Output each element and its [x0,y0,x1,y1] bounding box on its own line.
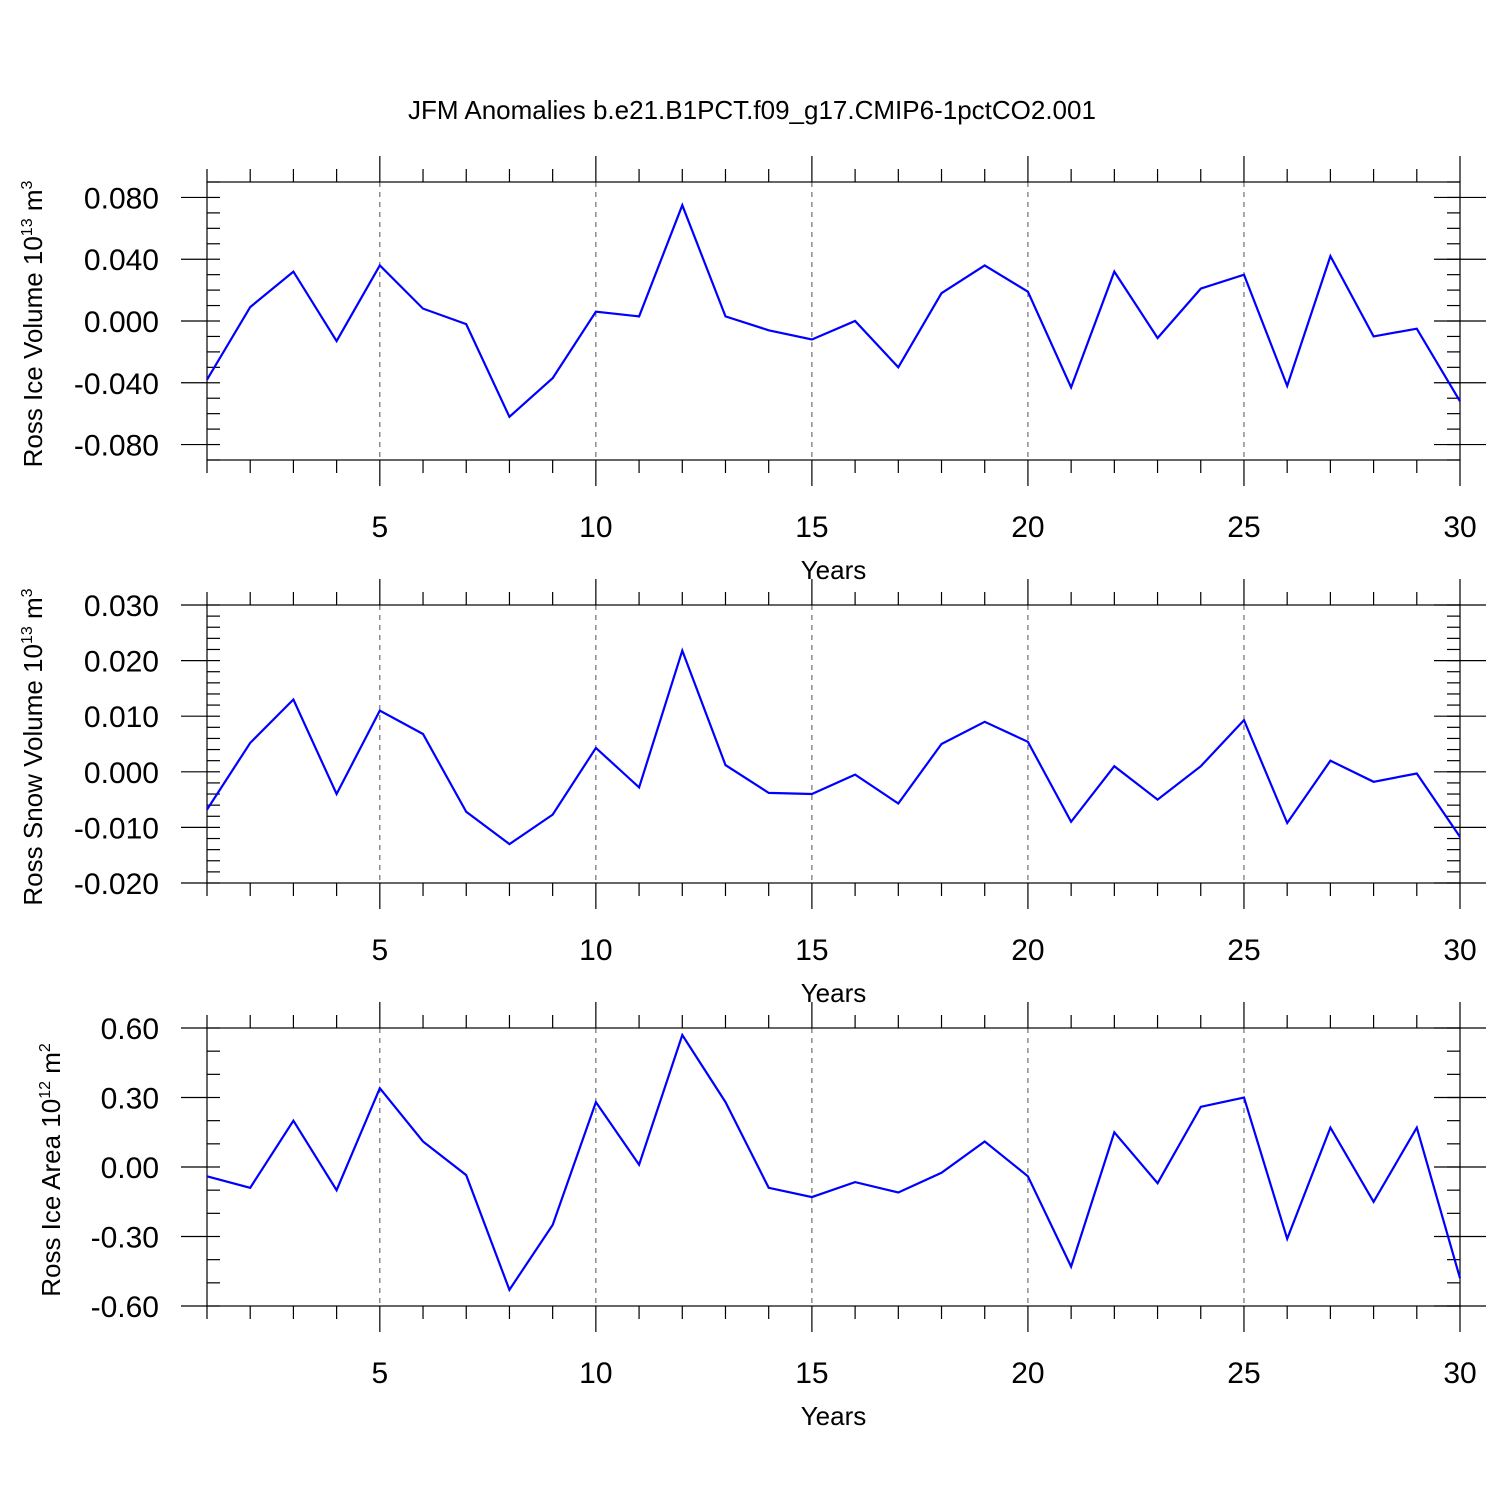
y-axis-label-superscript: 13 [19,218,36,236]
panel-1: 5 10 15 20 25 30 -0.080 -0.040 0.000 0.040 0.080 Ye… [18,156,1486,585]
y-axis-label-superscript: 13 [19,626,36,644]
series-line [206,647,1461,846]
y-tick-label: -0.020 [74,868,159,901]
y-axis-label-superscript: 3 [19,180,36,189]
x-axis-label: Years [801,1401,867,1431]
panel-3: 5 10 15 20 25 30 -0.60 -0.30 0.00 0.30 0.60 Years Ro… [36,1002,1486,1431]
y-tick-label: 0.040 [84,244,159,277]
x-tick-label: 30 [1443,511,1476,544]
plot-frame [206,1027,1461,1307]
y-axis-label-superscript: 2 [37,1043,54,1052]
x-tick-label: 20 [1011,511,1044,544]
x-tick-label: 15 [795,511,828,544]
y-tick-label: 0.080 [84,182,159,215]
y-tick-label: -0.010 [74,812,159,845]
y-tick-label: 0.010 [84,701,159,734]
y-tick-label: -0.040 [74,368,159,401]
x-tick-label: 5 [371,1357,388,1390]
x-tick-label: 30 [1443,934,1476,967]
y-tick-label: 0.020 [84,646,159,679]
panels: 5 10 15 20 25 30-0.080-0.0400.0000.0400.080Ye… [18,156,1486,1431]
y-axis-label-part: m [18,597,48,626]
y-tick-label: 0.00 [101,1152,159,1185]
y-axis-label-superscript: 3 [19,588,36,597]
x-tick-label: 10 [579,1357,612,1390]
y-axis-label-part: m [36,1052,66,1081]
x-tick-label: 10 [579,511,612,544]
x-axis-label: Years [801,555,867,585]
y-axis-label: Ross Ice Volume 1013 m3 [18,180,48,467]
y-axis-label-part: Ross Snow Volume 10 [18,644,48,906]
y-tick-label: 0.030 [84,590,159,623]
y-tick-label: 0.30 [101,1083,159,1116]
x-tick-label: 15 [795,1357,828,1390]
y-tick-label: 0.000 [84,306,159,339]
y-axis-label: Ross Snow Volume 1013 m3 [18,588,48,905]
x-tick-label: 25 [1227,934,1260,967]
plot-frame [206,181,1461,461]
y-axis-label-part: m [18,189,48,218]
x-axis-label: Years [801,978,867,1008]
x-tick-label: 25 [1227,1357,1260,1390]
y-axis-label-superscript: 12 [37,1081,54,1099]
y-tick-label: -0.30 [91,1222,159,1255]
x-tick-label: 5 [371,511,388,544]
series-line [206,1032,1462,1293]
y-tick-label: -0.60 [91,1291,159,1324]
y-tick-label: -0.080 [74,430,159,463]
y-axis-label-part: Ross Ice Area 10 [36,1099,66,1297]
x-tick-label: 20 [1011,934,1044,967]
y-axis-label: Ross Ice Area 1012 m2 [36,1043,66,1297]
x-tick-label: 10 [579,934,612,967]
x-tick-label: 25 [1227,511,1260,544]
series-line [206,202,1461,419]
plot-frame [206,604,1461,884]
x-tick-label: 5 [371,934,388,967]
y-axis-label-part: Ross Ice Volume 10 [18,236,48,467]
panel-2: 5 10 15 20 25 30 -0.020 -0.010 0.000 0.010 0.020 0.… [18,579,1486,1008]
x-tick-label: 20 [1011,1357,1044,1390]
y-tick-label: 0.000 [84,757,159,790]
x-tick-label: 30 [1443,1357,1476,1390]
x-tick-label: 15 [795,934,828,967]
chart-title: JFM Anomalies b.e21.B1PCT.f09_g17.CMIP6-… [408,95,1096,125]
y-tick-label: 0.60 [101,1013,159,1046]
